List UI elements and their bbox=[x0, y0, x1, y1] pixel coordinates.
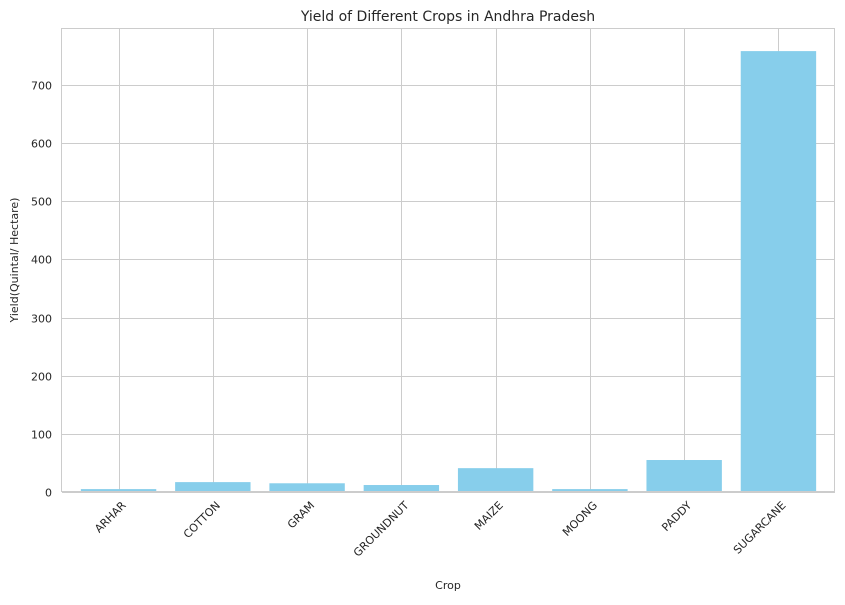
x-tick-label: ARHAR bbox=[92, 499, 129, 536]
x-axis-label: Crop bbox=[435, 579, 461, 592]
plot-frame bbox=[61, 28, 835, 492]
y-tick-label: 200 bbox=[31, 371, 52, 384]
x-tick-labels: ARHAR COTTON GRAM GROUNDNUT MAIZE MOONG PADDY S… bbox=[92, 499, 788, 560]
y-tick-labels: 0 100 200 300 400 500 600 700 bbox=[31, 80, 52, 500]
y-tick-label: 700 bbox=[31, 80, 52, 93]
chart-title: Yield of Different Crops in Andhra Prade… bbox=[300, 9, 595, 25]
bar-gram bbox=[269, 483, 345, 492]
bars bbox=[80, 51, 817, 492]
bar-groundnut bbox=[363, 485, 440, 492]
bar-paddy bbox=[646, 460, 722, 492]
x-tick-label: PADDY bbox=[659, 499, 694, 534]
y-tick-label: 500 bbox=[31, 196, 52, 209]
y-tick-label: 100 bbox=[31, 429, 52, 442]
y-axis-label: Yield(Quintal/ Hectare) bbox=[8, 198, 21, 324]
bar-sugarcane bbox=[740, 51, 817, 492]
bar-cotton bbox=[175, 482, 251, 492]
x-tick-label: SUGARCANE bbox=[731, 499, 789, 557]
bar-moong bbox=[552, 489, 628, 492]
x-tick-label: GRAM bbox=[285, 499, 317, 531]
x-tick-label: COTTON bbox=[181, 499, 223, 541]
y-tick-label: 300 bbox=[31, 313, 52, 326]
y-tick-label: 0 bbox=[45, 487, 52, 500]
y-tick-label: 600 bbox=[31, 138, 52, 151]
x-tick-label: MOONG bbox=[560, 499, 600, 539]
x-tick-label: MAIZE bbox=[472, 499, 506, 533]
grid-lines bbox=[62, 29, 835, 493]
x-tick-label: GROUNDNUT bbox=[351, 499, 412, 560]
bar-arhar bbox=[80, 489, 157, 492]
y-tick-label: 400 bbox=[31, 254, 52, 267]
bar-maize bbox=[457, 468, 534, 492]
